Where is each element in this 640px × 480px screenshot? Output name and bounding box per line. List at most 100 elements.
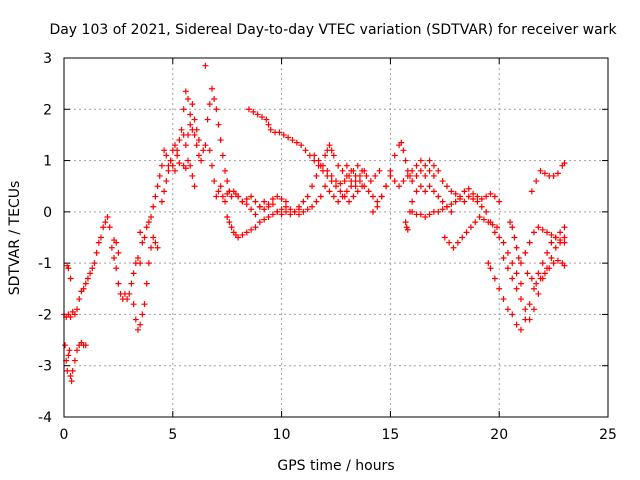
data-point (165, 167, 172, 174)
data-point (309, 183, 316, 190)
grid-lines (64, 58, 608, 417)
data-point (339, 167, 346, 174)
data-point (189, 172, 196, 179)
data-point (550, 260, 557, 267)
data-point (517, 326, 524, 333)
data-point (115, 280, 122, 287)
data-point (541, 170, 548, 177)
data-point (304, 206, 311, 213)
data-point (252, 224, 259, 231)
data-point (141, 301, 148, 308)
data-point (239, 198, 246, 205)
data-point (143, 224, 150, 231)
data-point (137, 260, 144, 267)
data-point (496, 198, 503, 205)
data-point (330, 152, 337, 159)
data-point (539, 260, 546, 267)
data-point (139, 239, 146, 246)
data-point (417, 211, 424, 218)
data-point (243, 201, 250, 208)
data-point (274, 193, 281, 200)
data-point (65, 265, 72, 272)
data-point (150, 234, 157, 241)
data-point (426, 183, 433, 190)
data-point (354, 162, 361, 169)
data-point (500, 239, 507, 246)
data-point (483, 193, 490, 200)
data-point (537, 167, 544, 174)
data-point (67, 372, 74, 379)
data-point (504, 265, 511, 272)
data-point (409, 198, 416, 205)
data-point (417, 157, 424, 164)
data-point (387, 172, 394, 179)
data-point (450, 244, 457, 251)
data-point (335, 162, 342, 169)
data-point (369, 193, 376, 200)
x-tick-label: 25 (599, 427, 617, 443)
data-point (367, 178, 374, 185)
data-point (376, 167, 383, 174)
data-point (465, 185, 472, 192)
data-point (531, 306, 538, 313)
data-point (91, 260, 98, 267)
data-point (404, 172, 411, 179)
data-point (491, 193, 498, 200)
data-point (224, 178, 231, 185)
data-point (504, 306, 511, 313)
data-point (346, 172, 353, 179)
data-point (222, 198, 229, 205)
data-point (446, 239, 453, 246)
data-point (413, 162, 420, 169)
x-tick-label: 15 (381, 427, 399, 443)
data-point (68, 378, 75, 385)
data-point (176, 160, 183, 167)
data-point (426, 211, 433, 218)
data-point (422, 188, 429, 195)
data-point (267, 126, 274, 133)
data-point (467, 224, 474, 231)
data-point (282, 198, 289, 205)
data-point (87, 270, 94, 277)
data-point (548, 231, 555, 238)
data-point (261, 216, 268, 223)
data-point (137, 321, 144, 328)
data-point (509, 224, 516, 231)
data-point (217, 183, 224, 190)
data-point (67, 313, 74, 320)
data-point (526, 301, 533, 308)
data-point (330, 193, 337, 200)
data-point (513, 270, 520, 277)
data-point (439, 178, 446, 185)
data-point (326, 142, 333, 149)
data-point (417, 167, 424, 174)
data-point (187, 111, 194, 118)
data-point (515, 255, 522, 262)
data-point (71, 311, 78, 318)
y-tick-label: -3 (38, 359, 52, 375)
data-point (557, 237, 564, 244)
data-point (69, 367, 76, 374)
data-point (145, 260, 152, 267)
chart-title: Day 103 of 2021, Sidereal Day-to-day VTE… (49, 22, 617, 38)
data-point (195, 137, 202, 144)
data-point (82, 342, 89, 349)
data-point (485, 219, 492, 226)
data-point (409, 178, 416, 185)
data-point (324, 167, 331, 174)
data-point (152, 193, 159, 200)
data-point (489, 221, 496, 228)
data-point (511, 234, 518, 241)
data-point (535, 224, 542, 231)
y-tick-label: -1 (38, 256, 52, 272)
data-point (472, 219, 479, 226)
data-point (100, 224, 107, 231)
data-point (500, 296, 507, 303)
data-point (496, 234, 503, 241)
data-point (517, 296, 524, 303)
data-point (404, 226, 411, 233)
data-point (500, 255, 507, 262)
data-point (113, 239, 120, 246)
data-point (548, 255, 555, 262)
data-point (315, 157, 322, 164)
